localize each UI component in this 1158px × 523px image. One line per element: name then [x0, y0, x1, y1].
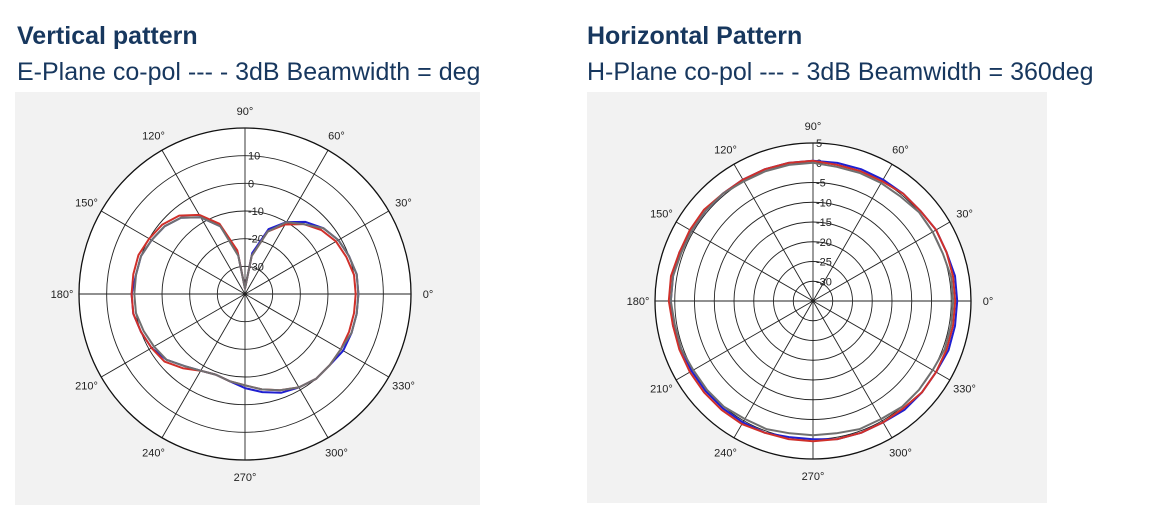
- polar-spoke: [733, 300, 814, 439]
- angle-tick-label: 300°: [325, 447, 348, 459]
- pattern-series-2: [669, 161, 955, 437]
- polar-spoke: [812, 221, 951, 302]
- angle-tick-label: 270°: [802, 471, 825, 483]
- angle-tick-label: 180°: [627, 296, 650, 308]
- angle-tick-label: 210°: [650, 384, 673, 396]
- radial-tick-label: -30: [248, 261, 264, 273]
- radial-tick-label: 10: [248, 151, 260, 163]
- radial-tick-label: 0: [248, 178, 254, 190]
- vertical-plot-area: 0° 30° 60° 90° 120° 150° 180° 210° 240° 270° 300° 3…: [15, 92, 480, 505]
- angle-tick-label: 300°: [889, 448, 912, 460]
- radial-tick-label: -30: [816, 276, 832, 288]
- radial-tick-label: -10: [816, 197, 832, 209]
- horizontal-plot-area: 0° 30° 60° 90° 120° 150° 180° 210° 240° 270° 300° 3…: [587, 92, 1047, 503]
- radial-tick-label: -10: [248, 206, 264, 218]
- angle-tick-label: 60°: [328, 131, 345, 143]
- angle-tick-label: 120°: [714, 144, 737, 156]
- polar-spoke: [244, 293, 389, 378]
- pattern-series-2: [133, 216, 360, 392]
- polar-spoke: [244, 210, 389, 295]
- radial-tick-label: -25: [816, 257, 832, 269]
- polar-spoke: [733, 163, 814, 302]
- angle-tick-label: 150°: [650, 209, 673, 221]
- polar-spoke: [675, 221, 814, 302]
- horizontal-polar-chart: 0° 30° 60° 90° 120° 150° 180° 210° 240° 270° 300° 3…: [627, 121, 994, 483]
- angle-tick-label: 60°: [892, 144, 909, 156]
- angle-tick-label: 330°: [953, 384, 976, 396]
- angle-tick-label: 30°: [395, 198, 412, 210]
- angle-tick-label: 210°: [75, 381, 98, 393]
- angle-tick-label: 240°: [714, 448, 737, 460]
- polar-spoke: [101, 293, 246, 378]
- angle-tick-label: 180°: [51, 289, 74, 301]
- angle-tick-label: 120°: [142, 131, 165, 143]
- e-plane-subtitle: E-Plane co-pol --- - 3dB Beamwidth = deg: [17, 58, 481, 86]
- angle-tick-label: 0°: [983, 296, 994, 308]
- polar-spoke: [675, 300, 814, 381]
- polar-spoke: [101, 210, 246, 295]
- polar-spoke: [161, 293, 246, 438]
- angle-tick-label: 90°: [237, 106, 254, 118]
- angle-tick-label: 240°: [142, 447, 165, 459]
- angle-tick-label: 330°: [392, 381, 415, 393]
- radial-tick-label: -5: [816, 178, 826, 190]
- angle-tick-label: 150°: [75, 198, 98, 210]
- vertical-pattern-title: Vertical pattern: [17, 22, 198, 50]
- polar-spoke: [244, 293, 329, 438]
- angle-tick-label: 270°: [234, 472, 257, 484]
- radial-tick-label: -20: [816, 237, 832, 249]
- angle-tick-label: 0°: [423, 289, 434, 301]
- polar-spoke: [161, 150, 246, 295]
- angle-tick-label: 90°: [805, 121, 822, 133]
- polar-spoke: [812, 163, 893, 302]
- horizontal-pattern-title: Horizontal Pattern: [587, 22, 803, 50]
- polar-spoke: [812, 300, 893, 439]
- vertical-polar-chart: 0° 30° 60° 90° 120° 150° 180° 210° 240° 270° 300° 3…: [51, 106, 434, 484]
- polar-spoke: [812, 300, 951, 381]
- pattern-series-1: [667, 159, 957, 443]
- angle-tick-label: 30°: [956, 209, 973, 221]
- radial-tick-label: 5: [816, 138, 822, 150]
- h-plane-subtitle: H-Plane co-pol --- - 3dB Beamwidth = 360…: [587, 58, 1094, 86]
- radial-tick-label: -15: [816, 217, 832, 229]
